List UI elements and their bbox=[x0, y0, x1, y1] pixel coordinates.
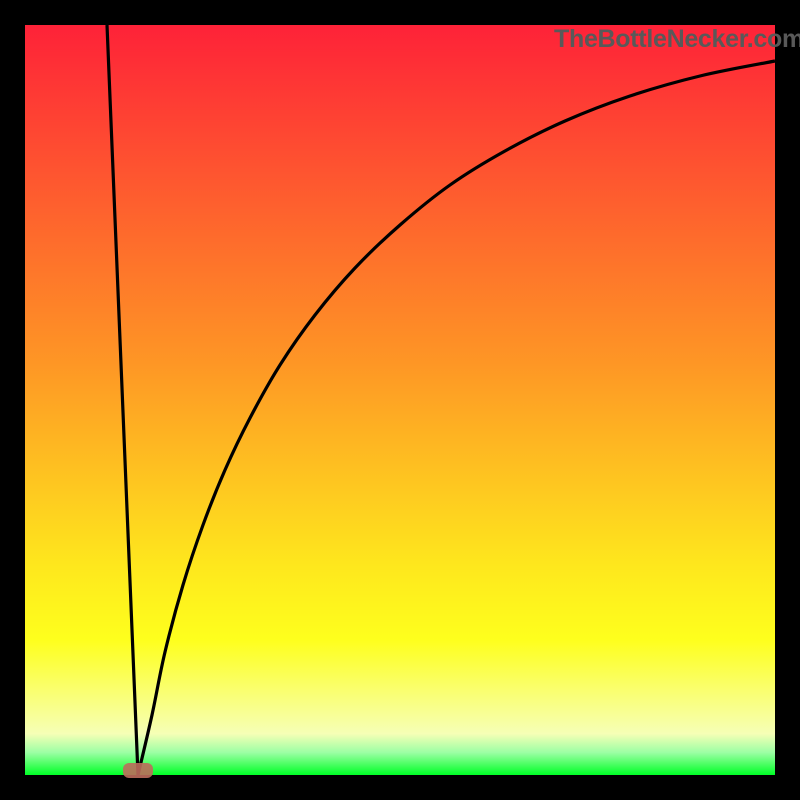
minimum-marker bbox=[123, 763, 153, 778]
plot-area: TheBottleNecker.com bbox=[25, 25, 775, 775]
chart-frame: TheBottleNecker.com bbox=[0, 0, 800, 800]
curve-path bbox=[107, 25, 775, 775]
curve-layer bbox=[25, 25, 775, 775]
